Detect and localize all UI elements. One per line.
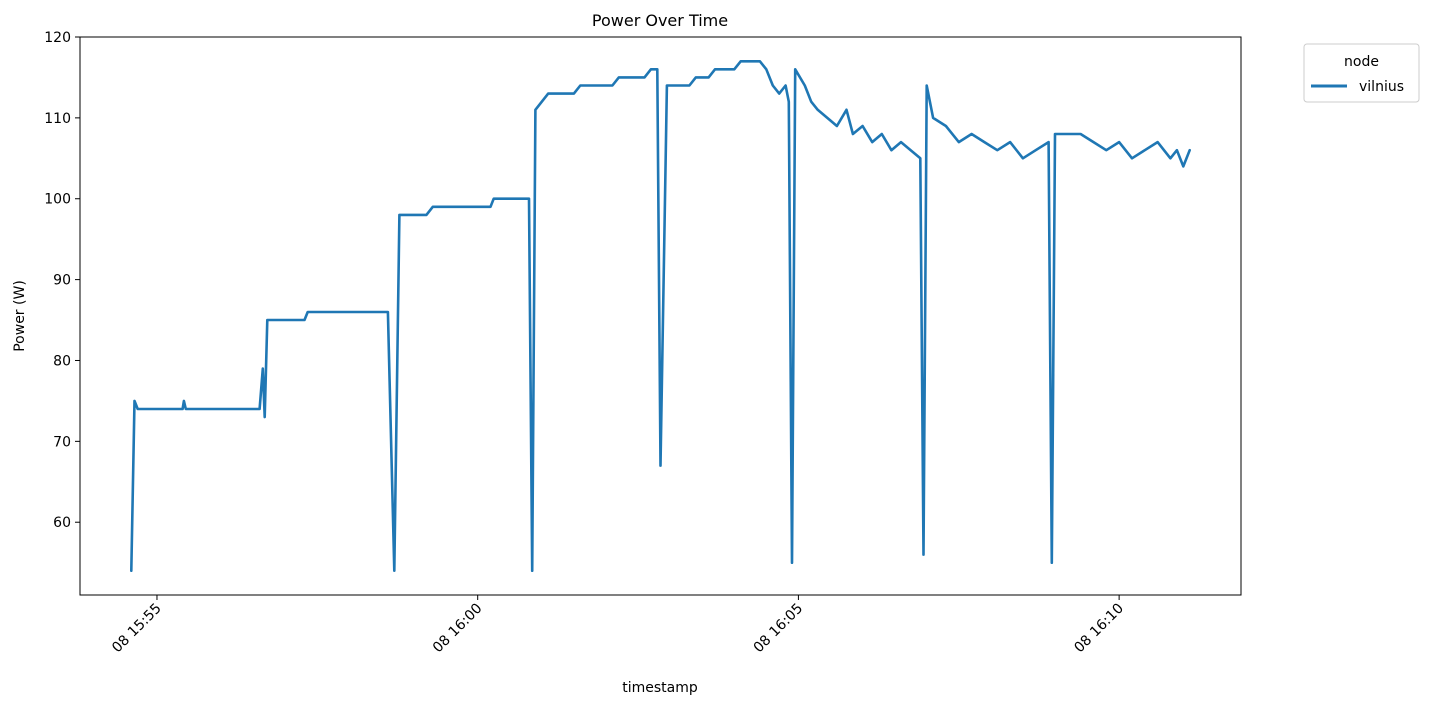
y-axis-label: Power (W) [12,280,28,352]
y-tick-label-0: 60 [53,515,71,531]
legend-title: node [1344,54,1379,70]
y-tick-label-2: 80 [53,353,71,369]
y-tick-label-4: 100 [44,192,71,208]
legend: node vilnius [1303,43,1420,103]
y-tick-label-3: 90 [53,273,71,289]
y-tick-label-5: 110 [44,111,71,127]
y-tick-label-6: 120 [44,30,71,46]
series-layer [130,59,1191,573]
x-axis-label: timestamp [622,680,698,696]
chart-title: Power Over Time [592,11,728,30]
series-line-vilnius [130,59,1191,573]
y-tick-label-1: 70 [53,434,71,450]
legend-entry-vilnius: vilnius [1359,79,1404,95]
plot-frame [79,36,1242,596]
y-axis: 60 70 80 90 100 110 120 [44,30,80,531]
